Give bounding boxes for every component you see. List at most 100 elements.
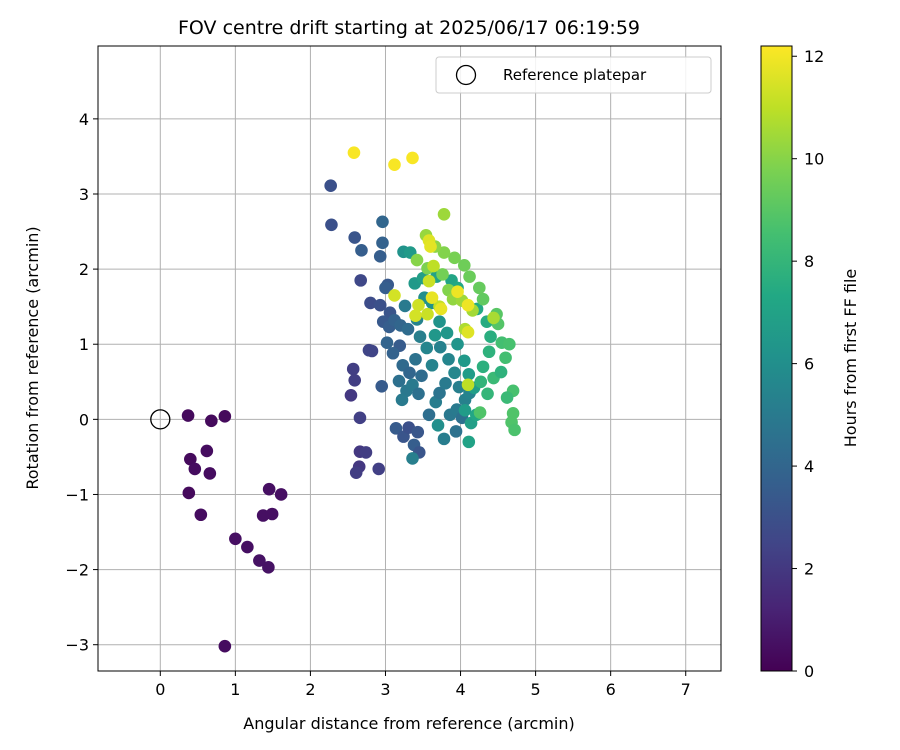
- data-point: [433, 386, 446, 400]
- data-point: [413, 330, 427, 344]
- data-point: [403, 366, 416, 380]
- colorbar-tick-label: 12: [804, 47, 824, 66]
- data-points: [181, 146, 521, 653]
- data-point: [406, 151, 419, 165]
- legend: Reference platepar: [435, 56, 712, 94]
- data-point: [262, 561, 275, 574]
- data-point: [425, 291, 439, 304]
- data-point: [457, 354, 471, 368]
- data-point: [422, 408, 436, 422]
- data-point: [181, 409, 195, 422]
- data-point: [218, 410, 232, 423]
- data-point: [448, 366, 461, 380]
- x-tick-label: 6: [606, 680, 616, 699]
- data-point: [473, 281, 486, 295]
- legend-box: [435, 56, 712, 94]
- data-point: [353, 411, 367, 425]
- data-point: [376, 236, 389, 250]
- data-point: [401, 322, 415, 336]
- data-point: [461, 325, 475, 339]
- data-point: [462, 367, 476, 381]
- data-point: [448, 251, 461, 265]
- data-point: [184, 452, 197, 466]
- reference-platepar-marker: [150, 409, 171, 430]
- data-point: [229, 532, 242, 546]
- plot-area-frame: [97, 45, 722, 672]
- data-point: [463, 270, 476, 283]
- data-point: [218, 639, 232, 653]
- data-point: [392, 374, 406, 388]
- data-point: [262, 482, 276, 496]
- data-point: [346, 362, 360, 376]
- data-point: [420, 341, 434, 355]
- y-tick-label: −3: [65, 636, 89, 655]
- data-point: [203, 467, 217, 480]
- y-tick-label: 4: [79, 110, 89, 129]
- data-point: [354, 274, 368, 287]
- data-point: [344, 389, 358, 402]
- data-point: [481, 387, 494, 401]
- x-tick-label: 7: [681, 680, 691, 699]
- colorbar-tick-label: 8: [804, 252, 814, 271]
- colorbar: [760, 45, 793, 672]
- data-point: [406, 452, 419, 465]
- data-point: [362, 343, 376, 357]
- legend-marker-circle: [455, 64, 477, 86]
- data-point: [412, 298, 425, 312]
- y-axis-label: Rotation from reference (arcmin): [23, 226, 42, 489]
- data-point: [349, 466, 363, 479]
- data-point: [348, 231, 362, 244]
- data-point: [406, 378, 419, 392]
- x-tick-label: 0: [155, 680, 165, 699]
- data-point: [359, 446, 373, 459]
- data-point: [476, 360, 490, 374]
- data-point: [355, 244, 368, 257]
- data-point: [476, 292, 490, 306]
- data-point: [415, 369, 428, 383]
- x-tick-label: 2: [305, 680, 315, 699]
- data-point: [425, 358, 439, 372]
- data-point: [398, 299, 412, 313]
- data-point: [499, 351, 512, 365]
- data-point: [433, 315, 446, 328]
- data-point: [409, 352, 422, 366]
- data-point: [440, 326, 454, 340]
- data-point: [410, 253, 424, 267]
- y-tick-label: 0: [79, 410, 89, 429]
- x-tick-label: 3: [380, 680, 390, 699]
- x-tick-label: 1: [230, 680, 240, 699]
- data-point: [373, 298, 387, 312]
- x-axis-ticks: 0 1 2 3 4 5 6 7: [155, 671, 691, 699]
- data-point: [473, 406, 487, 419]
- data-point: [457, 259, 471, 272]
- data-point: [451, 337, 464, 351]
- colorbar-tick-label: 4: [804, 457, 814, 476]
- data-point: [409, 309, 422, 322]
- data-point: [194, 508, 208, 522]
- data-point: [500, 391, 514, 404]
- data-point: [434, 302, 448, 316]
- data-point: [421, 307, 434, 321]
- data-point: [241, 540, 254, 554]
- data-point: [395, 393, 409, 407]
- y-tick-label: 2: [79, 260, 89, 279]
- data-point: [428, 328, 442, 342]
- colorbar-tick-label: 2: [804, 560, 814, 579]
- data-point: [427, 259, 440, 273]
- data-point: [433, 340, 447, 354]
- data-point: [442, 352, 455, 366]
- x-axis-label: Angular distance from reference (arcmin): [243, 714, 574, 733]
- data-point: [484, 330, 497, 344]
- data-point: [205, 414, 218, 428]
- data-point: [376, 215, 389, 229]
- data-point: [439, 376, 452, 390]
- colorbar-ticks: 0 2 4 6 8 10 12: [792, 47, 824, 681]
- colorbar-tick-label: 0: [804, 662, 814, 681]
- data-point: [461, 378, 475, 392]
- data-point: [265, 507, 279, 521]
- data-point: [389, 422, 403, 435]
- y-tick-label: −1: [65, 485, 89, 504]
- data-point: [253, 554, 266, 567]
- data-point: [412, 387, 425, 401]
